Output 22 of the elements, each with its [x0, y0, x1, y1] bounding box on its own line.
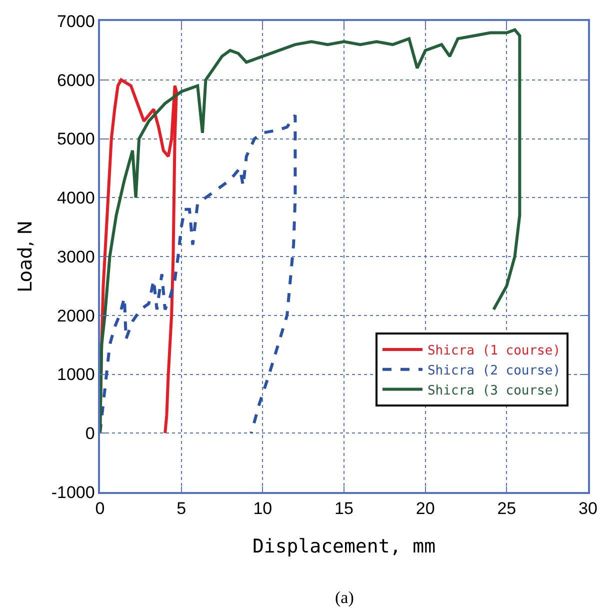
y-tick-label: 7000 [57, 12, 95, 31]
x-tick-label: 10 [253, 499, 272, 518]
legend-label: Shicra (1 course) [427, 344, 561, 359]
x-tick-label: 30 [578, 499, 598, 518]
y-tick-label: 5000 [57, 130, 95, 149]
y-tick-label: 2000 [57, 306, 95, 326]
y-tick-label: 6000 [57, 70, 95, 90]
legend-label: Shicra (2 course) [427, 363, 561, 378]
y-tick-label: -1000 [51, 482, 95, 502]
x-axis-title: Displacement, mm [252, 535, 436, 558]
text: (a) [335, 588, 354, 607]
legend-label: Shicra (3 course) [427, 383, 561, 398]
line-series [100, 114, 297, 435]
y-axis-title: Load, N [14, 220, 37, 292]
x-tick-label: 5 [176, 499, 186, 518]
x-tick-label: 25 [497, 499, 516, 518]
y-tick-label: 0 [85, 424, 95, 444]
x-tick-label: 15 [334, 499, 354, 518]
x-tick-label: 20 [416, 499, 435, 518]
y-tick-label: 4000 [57, 188, 95, 208]
y-tick-label: 1000 [57, 365, 95, 384]
y-tick-label: 3000 [57, 247, 95, 266]
